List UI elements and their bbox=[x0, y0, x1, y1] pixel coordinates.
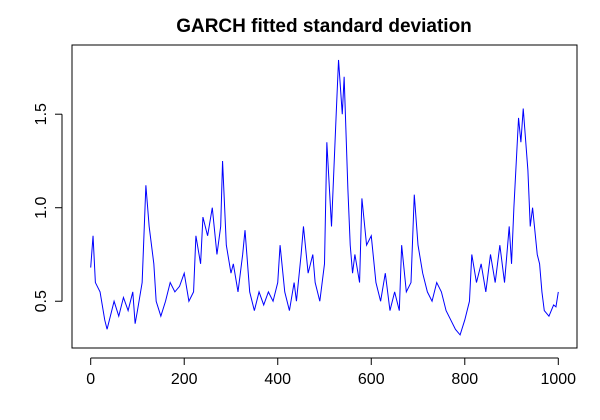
series-line bbox=[90, 59, 559, 336]
y-tick-label: 1.0 bbox=[33, 197, 50, 219]
x-tick-label: 200 bbox=[171, 371, 198, 388]
x-tick-label: 600 bbox=[358, 371, 385, 388]
y-tick-label: 1.5 bbox=[33, 103, 50, 125]
chart-title: GARCH fitted standard deviation bbox=[176, 16, 472, 37]
x-tick-label: 0 bbox=[86, 371, 95, 388]
x-tick-label: 1000 bbox=[540, 371, 576, 388]
x-tick-label: 800 bbox=[451, 371, 478, 388]
y-tick-label: 0.5 bbox=[33, 290, 50, 312]
plot-frame bbox=[71, 44, 578, 349]
x-tick-label: 400 bbox=[264, 371, 291, 388]
